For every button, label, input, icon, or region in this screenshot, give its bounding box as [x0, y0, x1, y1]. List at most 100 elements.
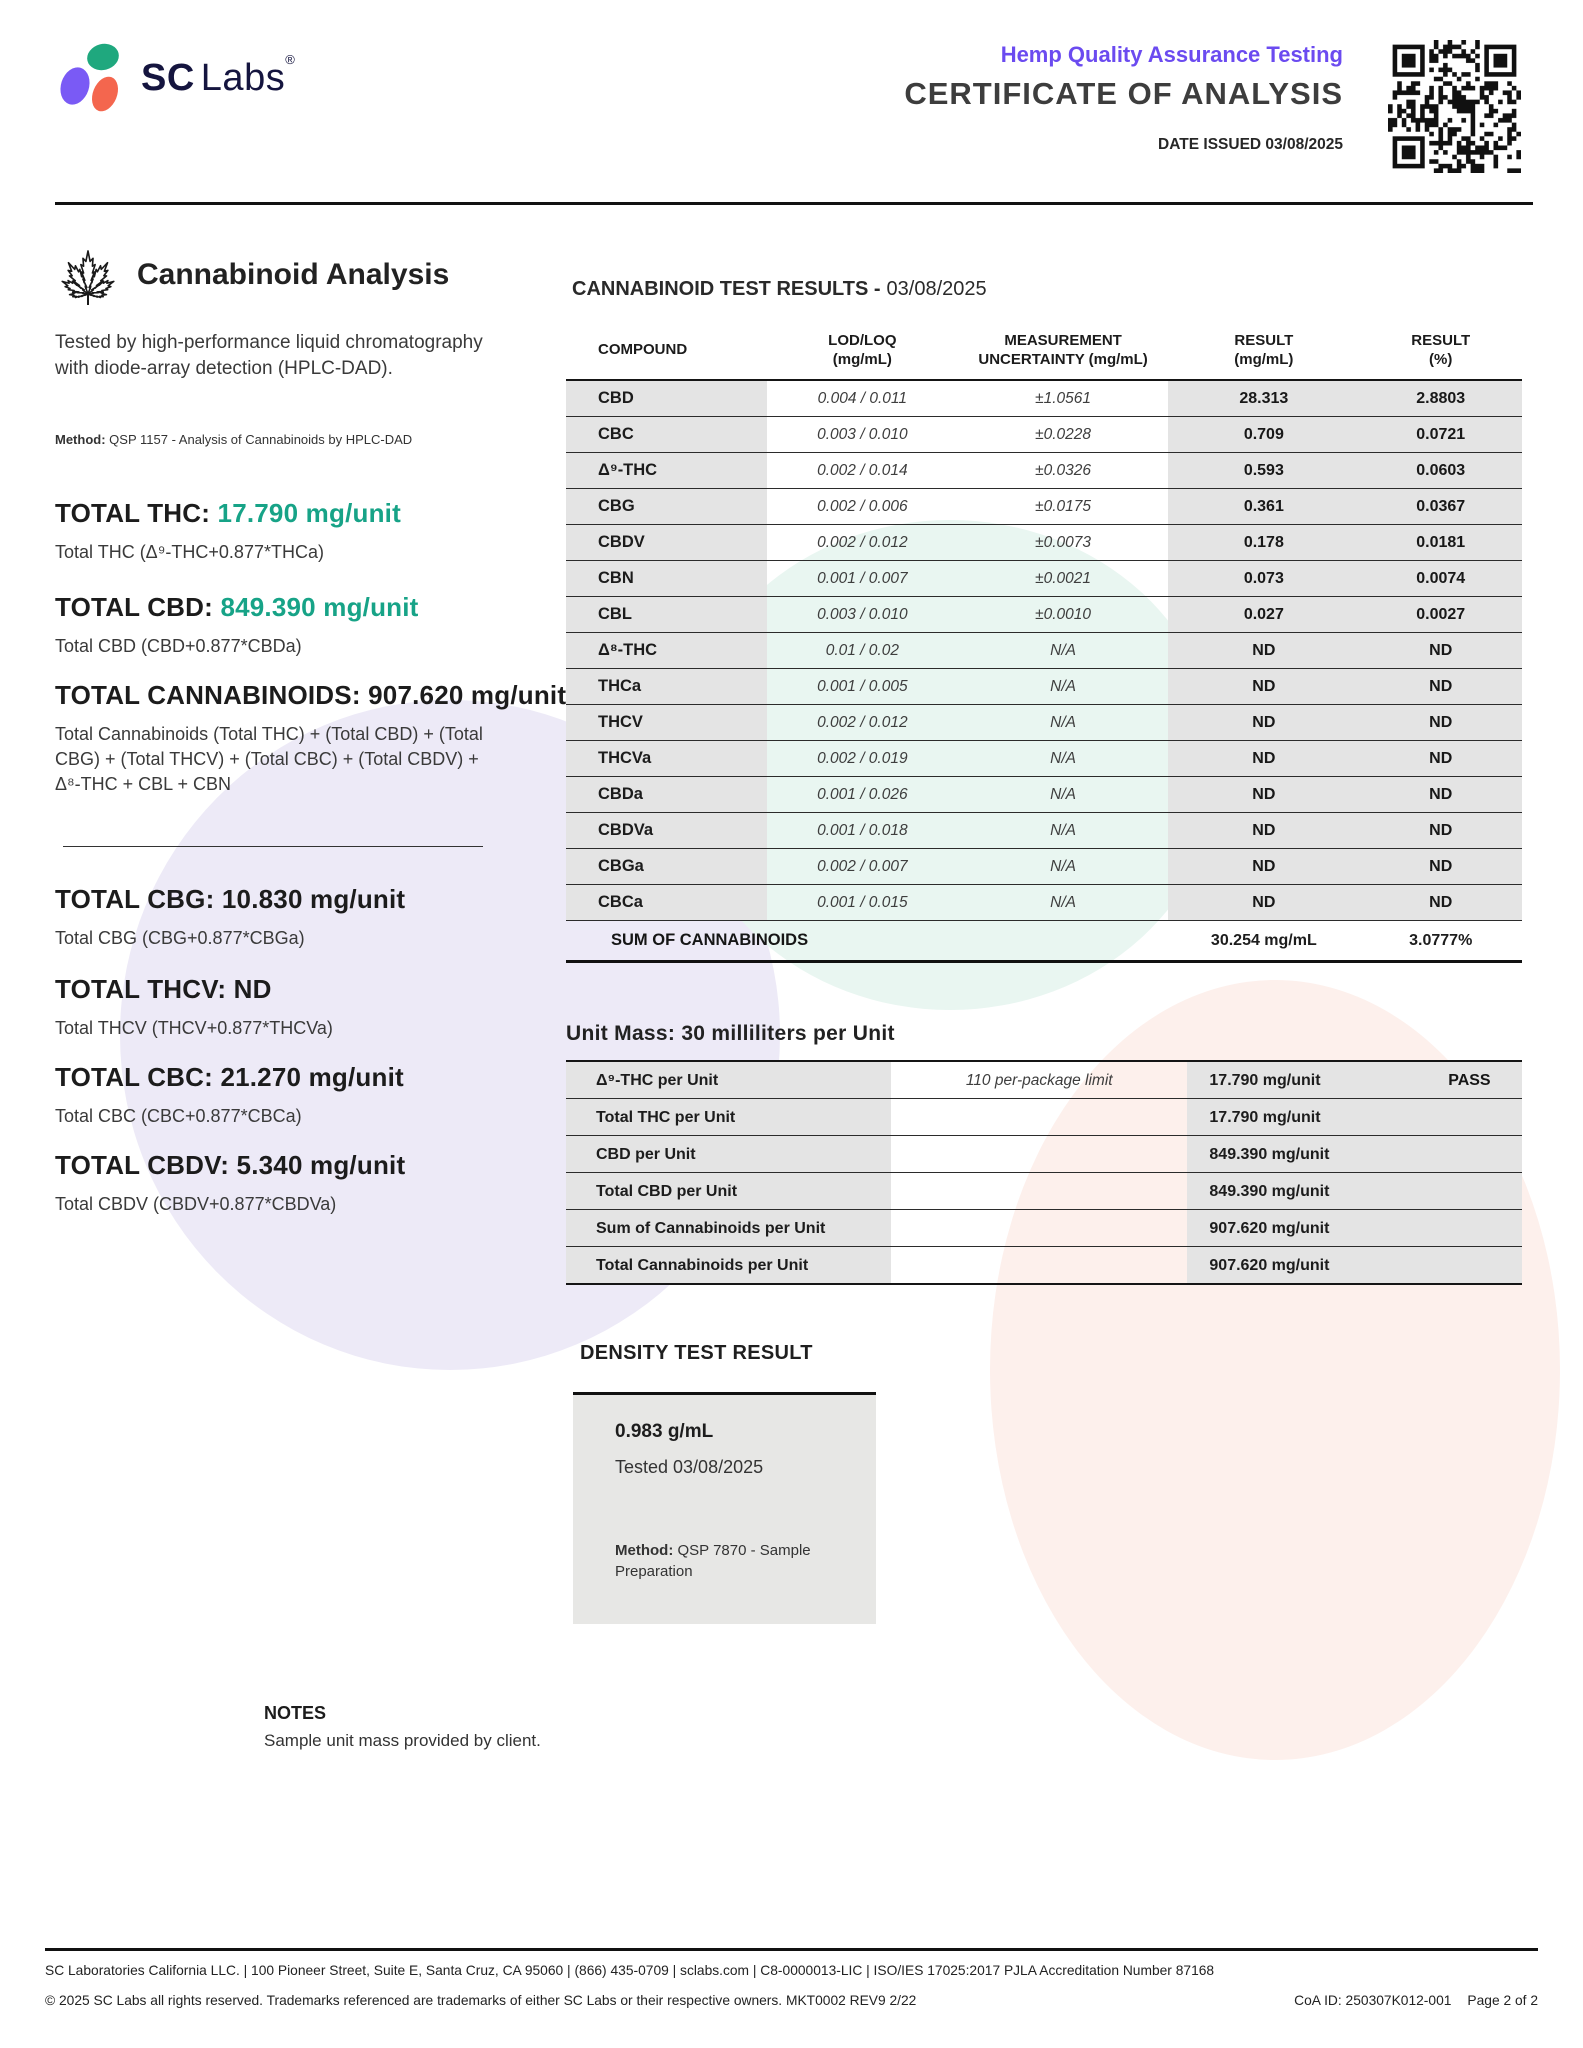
col-lod-loq: LOD/LOQ (mg/mL) — [766, 322, 958, 381]
total-cannabinoids-value: 907.620 mg/unit — [368, 680, 567, 710]
result-pct-value: 0.0367 — [1359, 488, 1522, 525]
unit-row-status — [1416, 1246, 1522, 1285]
registered-mark: ® — [285, 52, 296, 67]
total-cbdv-formula: Total CBDV (CBDV+0.877*CBDVa) — [55, 1194, 337, 1214]
uncertainty-value: N/A — [957, 848, 1169, 885]
result-mgml-value: 28.313 — [1168, 379, 1360, 417]
density-method-text: QSP 7870 - Sample Preparation — [615, 1542, 811, 1580]
result-pct-value: 0.0027 — [1359, 596, 1522, 633]
table-row: Total Cannabinoids per Unit 907.620 mg/un… — [566, 1246, 1522, 1285]
table-row: CBG 0.002 / 0.006 ±0.0175 0.361 0.0367 — [566, 488, 1522, 525]
result-mgml-value: ND — [1168, 812, 1360, 849]
unit-row-limit — [891, 1172, 1188, 1210]
result-pct-value: ND — [1359, 704, 1522, 741]
col-lod-line1: LOD/LOQ — [828, 332, 897, 349]
uncertainty-value: ±0.0010 — [957, 596, 1169, 633]
table-row: CBN 0.001 / 0.007 ±0.0021 0.073 0.0074 — [566, 560, 1522, 597]
sum-of-cannabinoids-row: SUM OF CANNABINOIDS 30.254 mg/mL 3.0777% — [566, 920, 1522, 963]
result-mgml-value: 0.178 — [1168, 524, 1360, 561]
density-method-label: Method: — [615, 1542, 674, 1559]
left-column-divider — [63, 846, 483, 847]
unit-row-label: Δ⁹-THC per Unit — [566, 1061, 892, 1099]
unit-row-label: Total THC per Unit — [566, 1098, 892, 1136]
col-unc-line1: MEASUREMENT — [1004, 332, 1122, 349]
density-value: 0.983 g/mL — [615, 1421, 714, 1442]
notes-heading: NOTES — [264, 1703, 327, 1723]
unit-row-value: 17.790 mg/unit — [1187, 1061, 1417, 1099]
sc-labs-logo-icon — [60, 43, 119, 112]
header-divider — [55, 202, 1533, 205]
lod-loq-value: 0.001 / 0.018 — [766, 812, 958, 849]
density-method: Method: QSP 7870 - Sample Preparation — [615, 1540, 845, 1582]
unit-row-status — [1416, 1098, 1522, 1136]
compound-name: CBG — [566, 488, 767, 525]
uncertainty-value: ±0.0175 — [957, 488, 1169, 525]
total-thc-value: 17.790 mg/unit — [217, 498, 401, 528]
uncertainty-value: N/A — [957, 740, 1169, 777]
compound-name: CBN — [566, 560, 767, 597]
total-cbd-formula: Total CBD (CBD+0.877*CBDa) — [55, 636, 302, 656]
unit-row-limit — [891, 1209, 1188, 1247]
result-mgml-value: 0.361 — [1168, 488, 1360, 525]
compound-name: CBD — [566, 379, 767, 417]
total-thc-formula: Total THC (Δ⁹-THC+0.877*THCa) — [55, 542, 324, 562]
result-pct-value: ND — [1359, 776, 1522, 813]
program-title: Hemp Quality Assurance Testing — [1000, 42, 1343, 67]
analysis-method: Method: QSP 1157 - Analysis of Cannabino… — [55, 432, 412, 447]
unit-row-value: 849.390 mg/unit — [1187, 1172, 1417, 1210]
result-pct-value: 0.0603 — [1359, 452, 1522, 489]
compound-name: CBGa — [566, 848, 767, 885]
footer-coa-id: CoA ID: 250307K012-001 — [1294, 1993, 1452, 2008]
section-title: Cannabinoid Analysis — [137, 258, 450, 291]
total-thc: TOTAL THC: 17.790 mg/unit Total THC (Δ⁹-… — [55, 498, 515, 565]
unit-row-value: 907.620 mg/unit — [1187, 1209, 1417, 1247]
result-mgml-value: ND — [1168, 668, 1360, 705]
brand-labs: Labs — [200, 57, 286, 99]
col-res1-line1: RESULT — [1234, 332, 1294, 349]
lod-loq-value: 0.002 / 0.012 — [766, 704, 958, 741]
cannabinoid-results-table: COMPOUND LOD/LOQ (mg/mL) MEASUREMENT UNCER… — [566, 322, 1522, 963]
compound-name: CBDVa — [566, 812, 767, 849]
brand-wordmark: SC Labs® — [141, 52, 295, 100]
col-lod-line2: (mg/mL) — [832, 350, 892, 368]
compound-name: CBC — [566, 416, 767, 453]
cannabis-leaf-icon — [59, 250, 117, 305]
col-res2-line2: (%) — [1429, 350, 1453, 368]
lod-loq-value: 0.001 / 0.007 — [766, 560, 958, 597]
compound-name: THCVa — [566, 740, 767, 777]
col-unc-line2: UNCERTAINTY (mg/mL) — [978, 350, 1148, 368]
result-mgml-value: 0.593 — [1168, 452, 1360, 489]
result-pct-value: 0.0181 — [1359, 524, 1522, 561]
result-pct-value: ND — [1359, 848, 1522, 885]
result-mgml-value: ND — [1168, 704, 1360, 741]
result-mgml-value: ND — [1168, 740, 1360, 777]
table-row: Sum of Cannabinoids per Unit 907.620 mg/u… — [566, 1209, 1522, 1247]
col-res1-line2: (mg/mL) — [1234, 350, 1294, 368]
results-title-label: CANNABINOID TEST RESULTS - — [572, 278, 881, 300]
uncertainty-value: N/A — [957, 704, 1169, 741]
notes-text: Sample unit mass provided by client. — [264, 1731, 541, 1750]
compound-name: Δ⁹-THC — [566, 452, 767, 489]
unit-row-limit — [891, 1135, 1188, 1173]
lod-loq-value: 0.002 / 0.006 — [766, 488, 958, 525]
footer-divider — [45, 1948, 1538, 1951]
result-mgml-value: 0.709 — [1168, 416, 1360, 453]
unit-row-limit: 110 per-package limit — [891, 1061, 1188, 1099]
unit-row-status: PASS — [1416, 1061, 1522, 1099]
results-header-row: COMPOUND LOD/LOQ (mg/mL) MEASUREMENT UNCER… — [566, 322, 1522, 381]
compound-name: THCa — [566, 668, 767, 705]
total-cbc-value: 21.270 mg/unit — [220, 1062, 404, 1092]
method-text: QSP 1157 - Analysis of Cannabinoids by H… — [109, 432, 413, 447]
unit-row-status — [1416, 1209, 1522, 1247]
unit-row-value: 907.620 mg/unit — [1187, 1246, 1417, 1285]
results-title-date: 03/08/2025 — [886, 278, 987, 300]
result-pct-value: ND — [1359, 668, 1522, 705]
unit-row-status — [1416, 1172, 1522, 1210]
col-uncertainty: MEASUREMENT UNCERTAINTY (mg/mL) — [957, 322, 1169, 381]
col-result-pct: RESULT (%) — [1359, 322, 1522, 381]
total-cbc: TOTAL CBC: 21.270 mg/unit Total CBC (CBC… — [55, 1062, 515, 1129]
analysis-description: Tested by high-performance liquid chroma… — [55, 332, 483, 379]
table-row: CBD per Unit 849.390 mg/unit — [566, 1135, 1522, 1173]
lod-loq-value: 0.001 / 0.005 — [766, 668, 958, 705]
density-test-heading: DENSITY TEST RESULT — [580, 1342, 813, 1364]
